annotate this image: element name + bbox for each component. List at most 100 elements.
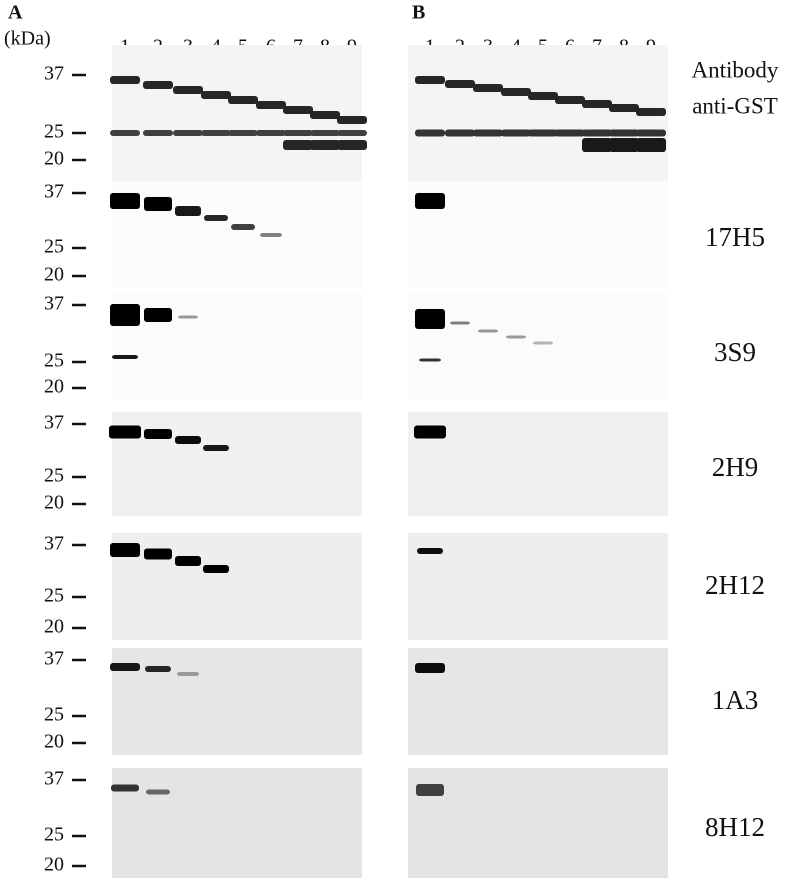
marker-label: 37 [44,181,64,203]
band [506,336,526,339]
band [337,130,367,136]
band [283,140,313,150]
marker-label: 25 [44,350,64,372]
band [555,96,585,104]
band [415,309,445,329]
marker-label: 37 [44,648,64,670]
marker-label: 20 [44,731,64,753]
antibody-name: 17H5 [705,222,765,252]
marker-label: 25 [44,704,64,726]
band [178,316,198,319]
band [283,106,313,114]
band [609,138,639,152]
band [201,91,231,99]
band [146,790,170,795]
marker-label: 20 [44,854,64,876]
gel-background [408,412,668,516]
band [528,92,558,100]
band [609,130,639,137]
band [582,100,612,108]
band [109,426,141,439]
band [415,76,445,84]
band [473,130,503,137]
band [636,108,666,116]
marker-label: 20 [44,264,64,286]
band [175,206,201,216]
band [110,663,140,671]
band [201,130,231,136]
band [582,130,612,137]
band [173,130,203,136]
band [256,130,286,136]
band [143,81,173,89]
band [473,84,503,92]
band [144,549,172,560]
band [555,130,585,137]
band [110,543,140,557]
band [310,140,340,150]
marker-label: 25 [44,465,64,487]
panel-label: B [412,2,425,24]
gel-background [408,768,668,878]
band [417,548,443,554]
band [415,130,445,137]
marker-label: 20 [44,148,64,170]
band [636,130,666,137]
band [445,80,475,88]
band [501,130,531,137]
unit-label: (kDa) [4,28,51,50]
gel-background [112,648,362,755]
band [260,233,282,237]
band [110,76,140,84]
band [110,130,140,136]
band [112,355,138,359]
band [419,359,441,362]
marker-label: 25 [44,236,64,258]
gel-background [408,293,668,400]
band [204,215,228,221]
band [414,426,446,439]
marker-label: 25 [44,824,64,846]
band [111,785,139,792]
marker-label: 37 [44,63,64,85]
band [528,130,558,137]
band [445,130,475,137]
band [337,140,367,150]
band [231,224,255,230]
band [283,130,313,136]
gel-background [408,533,668,640]
antibody-name: 2H9 [712,452,759,482]
band [144,197,172,211]
antibody-name: 8H12 [705,812,765,842]
marker-label: 20 [44,492,64,514]
band [636,138,666,152]
band [310,111,340,119]
band [256,101,286,109]
band [228,130,258,136]
band [110,304,140,326]
band [415,663,445,673]
band [144,429,172,439]
band [173,86,203,94]
marker-label: 25 [44,585,64,607]
marker-label: 37 [44,768,64,790]
band [177,672,199,676]
band [145,666,171,672]
antibody-name: 1A3 [712,685,759,715]
gel-background [408,648,668,755]
band [450,322,470,325]
band [143,130,173,136]
antibody-name: 3S9 [714,337,756,367]
marker-label: 37 [44,412,64,434]
marker-label: 37 [44,293,64,315]
band [416,784,444,796]
panel-label: A [8,2,23,24]
gel-background [408,45,668,182]
antibody-header: Antibody [692,57,779,82]
band [110,193,140,209]
band [228,96,258,104]
band [501,88,531,96]
band [582,138,612,152]
band [203,445,229,451]
band [415,193,445,209]
